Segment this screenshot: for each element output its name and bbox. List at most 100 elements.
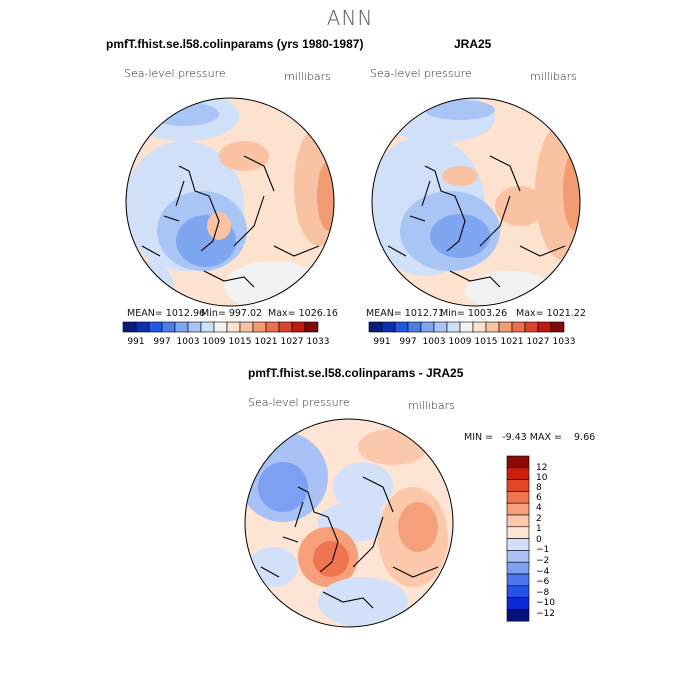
panel-1-map-outline	[125, 97, 335, 307]
colorbar-swatch	[213, 321, 228, 333]
panel-2-map-outline	[371, 97, 581, 307]
colorbar-tick-label: 1027	[281, 337, 304, 346]
colorbar-swatch	[506, 585, 530, 598]
colorbar-swatch	[506, 502, 530, 516]
colorbar-swatch	[239, 321, 254, 333]
colorbar-swatch	[472, 321, 487, 333]
colorbar-swatch	[368, 321, 383, 333]
colorbar-swatch	[122, 321, 137, 333]
colorbar-swatch	[506, 479, 530, 492]
colorbar-tick-label: 4	[536, 503, 542, 513]
colorbar-tick-label: 1	[536, 524, 542, 534]
colorbar-tick-label: 991	[127, 337, 144, 346]
panel-3-units-label: millibars	[408, 399, 455, 412]
colorbar-tick-label: 1003	[423, 337, 446, 346]
colorbar-tick-label: 1033	[553, 337, 576, 346]
colorbar-swatch	[550, 321, 565, 333]
colorbar-swatch	[304, 321, 319, 333]
panel-3-min-max: MIN = -9.43 MAX = 9.66	[464, 432, 596, 443]
colorbar-swatch	[407, 321, 422, 333]
colorbar-swatch	[506, 526, 530, 539]
panel-2-colorbar: 991 997 1003 1009 1015 1021 1027 1033	[368, 321, 576, 346]
panel-1-mean: MEAN= 1012.96	[127, 308, 206, 319]
panel-2-title: JRA25	[454, 37, 492, 51]
panel-3-colorbar: 12 10 8 6 4 2 1 0 −1 −2 −4 −6 −8 −10 −12	[506, 455, 555, 622]
panel-1-title: pmfT.fhist.se.l58.colinparams (yrs 1980-…	[106, 37, 364, 51]
panel-1-variable-label: Sea-level pressure	[124, 67, 226, 80]
panel-2-map	[371, 97, 581, 307]
panel-1-units-label: millibars	[284, 70, 331, 83]
colorbar-swatch	[381, 321, 396, 333]
colorbar-swatch	[278, 321, 293, 333]
colorbar-tick-label: 6	[536, 493, 542, 503]
figure-title: ANN	[326, 6, 374, 30]
panel-1-min: Min= 997.02	[201, 308, 263, 319]
colorbar-tick-label: 1009	[203, 337, 226, 346]
colorbar-tick-label: −10	[536, 598, 555, 608]
colorbar-swatch	[252, 321, 267, 333]
colorbar-tick-label: 991	[373, 337, 390, 346]
panel-2-min: Min= 1003.26	[440, 308, 508, 319]
colorbar-swatch	[446, 321, 461, 333]
colorbar-swatch	[506, 561, 530, 575]
colorbar-tick-label: 1021	[501, 337, 524, 346]
colorbar-swatch	[506, 467, 530, 480]
colorbar-tick-label: 1015	[229, 337, 252, 346]
colorbar-tick-label: 10	[536, 473, 548, 483]
colorbar-swatch	[537, 321, 552, 333]
colorbar-swatch	[524, 321, 539, 333]
colorbar-swatch	[135, 321, 150, 333]
colorbar-tick-label: 1021	[255, 337, 278, 346]
colorbar-swatch	[498, 321, 513, 333]
panel-3-variable-label: Sea-level pressure	[248, 396, 350, 409]
panel-3-map	[244, 418, 454, 628]
colorbar-tick-label: 1033	[307, 337, 330, 346]
colorbar-swatch	[506, 514, 530, 528]
colorbar-swatch	[506, 455, 530, 469]
colorbar-swatch	[506, 550, 530, 563]
colorbar-swatch	[148, 321, 163, 333]
colorbar-tick-label: −12	[536, 609, 555, 619]
colorbar-swatch	[459, 321, 474, 333]
colorbar-tick-label: 2	[536, 514, 542, 524]
colorbar-tick-label: 1009	[449, 337, 472, 346]
colorbar-tick-label: 1003	[177, 337, 200, 346]
colorbar-swatch	[394, 321, 409, 333]
colorbar-tick-label: −4	[536, 567, 550, 577]
panel-2-max: Max= 1021.22	[516, 308, 586, 319]
colorbar-swatch	[485, 321, 500, 333]
colorbar-swatch	[511, 321, 526, 333]
colorbar-swatch	[506, 597, 530, 610]
colorbar-tick-label: −8	[536, 588, 550, 598]
colorbar-tick-label: 1027	[527, 337, 550, 346]
colorbar-tick-label: 12	[536, 463, 547, 473]
colorbar-swatch	[174, 321, 189, 333]
colorbar-swatch	[291, 321, 306, 333]
colorbar-swatch	[161, 321, 176, 333]
colorbar-tick-label: 8	[536, 483, 542, 493]
colorbar-swatch	[420, 321, 435, 333]
panel-2-units-label: millibars	[530, 70, 577, 83]
colorbar-tick-label: −6	[536, 577, 550, 587]
colorbar-swatch	[187, 321, 202, 333]
panel-1-max: Max= 1026.16	[268, 308, 338, 319]
colorbar-tick-label: 997	[399, 337, 416, 346]
colorbar-swatch	[433, 321, 448, 333]
colorbar-swatch	[506, 609, 530, 622]
colorbar-tick-label: 997	[153, 337, 170, 346]
panel-3-map-outline	[244, 418, 454, 628]
colorbar-swatch	[506, 538, 530, 551]
colorbar-swatch	[200, 321, 215, 333]
colorbar-tick-label: −1	[536, 545, 549, 555]
panel-3-title: pmfT.fhist.se.l58.colinparams - JRA25	[248, 366, 464, 380]
colorbar-swatch	[506, 491, 530, 504]
panel-1-map	[125, 97, 335, 307]
colorbar-swatch	[226, 321, 241, 333]
panel-1-colorbar: 991 997 1003 1009 1015 1021 1027 1033	[122, 321, 330, 346]
panel-2-mean: MEAN= 1012.71	[366, 308, 445, 319]
colorbar-swatch	[506, 573, 530, 587]
colorbar-swatch	[265, 321, 280, 333]
colorbar-tick-label: 0	[536, 535, 542, 545]
colorbar-tick-label: 1015	[475, 337, 498, 346]
colorbar-tick-label: −2	[536, 556, 549, 566]
